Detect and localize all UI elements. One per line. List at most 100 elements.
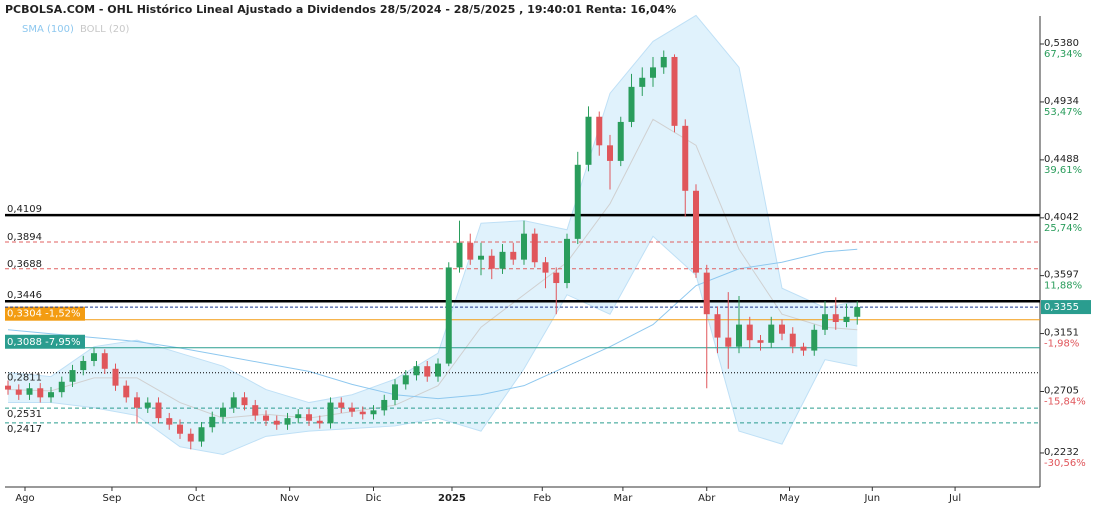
y-tick-change: -15,84% <box>1044 397 1086 408</box>
candle-body <box>574 164 581 239</box>
candle-body <box>166 418 173 425</box>
candle-body <box>338 402 345 408</box>
y-tick-change: -30,56% <box>1044 458 1086 469</box>
x-tick-label: Dic <box>366 493 382 504</box>
candle-body <box>284 418 291 425</box>
candle-body <box>553 272 560 284</box>
x-tick-label: Jun <box>863 493 880 504</box>
chart-title: PCBOLSA.COM - OHL Histórico Lineal Ajust… <box>5 3 676 16</box>
candle-body <box>510 251 517 260</box>
candle-body <box>37 388 44 398</box>
x-tick-label: Jul <box>948 493 961 504</box>
candle-body <box>252 405 259 416</box>
candle-body <box>241 397 248 406</box>
y-tick-label: 0,4042 <box>1044 212 1079 223</box>
y-tick-label: 0,2705 <box>1044 386 1079 397</box>
candle-body <box>843 316 850 323</box>
boll-upper <box>7 14 858 404</box>
candle-body <box>273 420 280 425</box>
x-tick-label: Abr <box>698 493 716 504</box>
y-tick-change: 25,74% <box>1044 223 1082 234</box>
candle-body <box>693 190 700 273</box>
level-box <box>5 334 85 349</box>
candle-body <box>144 402 151 408</box>
y-tick-change: 53,47% <box>1044 107 1082 118</box>
candle-body <box>69 370 76 382</box>
candle-body <box>811 329 818 351</box>
candle-body <box>650 67 657 78</box>
candle-body <box>714 314 721 338</box>
candle-body <box>671 56 678 126</box>
candle-body <box>478 255 485 260</box>
candle-body <box>101 353 108 369</box>
candle-body <box>779 324 786 334</box>
y-tick-label: 0,4488 <box>1044 154 1079 165</box>
candle-body <box>725 337 732 347</box>
candle-body <box>134 397 141 408</box>
candle-body <box>198 427 205 442</box>
candle-body <box>435 363 442 377</box>
candle-body <box>424 366 431 377</box>
candle-body <box>48 392 55 398</box>
level-label: 0,2417 <box>7 424 42 435</box>
candle-body <box>456 242 463 268</box>
y-tick-label: 0,3151 <box>1044 328 1079 339</box>
candle-body <box>112 368 119 386</box>
last-price-label: 0,3355 <box>1044 302 1079 313</box>
y-tick-label: 0,3597 <box>1044 270 1079 281</box>
candle-body <box>757 340 764 343</box>
candle-body <box>123 385 130 398</box>
candle-body <box>800 346 807 351</box>
x-tick-label: 2025 <box>438 493 466 504</box>
candle-body <box>80 360 87 371</box>
x-tick-label: May <box>779 493 800 504</box>
candle-body <box>5 385 12 390</box>
candle-body <box>789 333 796 347</box>
candle-body <box>306 414 313 421</box>
candle-body <box>413 366 420 376</box>
y-tick-label: 0,5380 <box>1044 38 1079 49</box>
y-tick-change: -1,98% <box>1044 339 1079 350</box>
level-label: 0,2811 <box>7 373 42 384</box>
candle-body <box>585 116 592 165</box>
candle-body <box>295 414 302 419</box>
y-tick-label: 0,4934 <box>1044 96 1079 107</box>
y-tick-change: 39,61% <box>1044 165 1082 176</box>
last-price-box <box>1041 300 1091 315</box>
level-label: 0,3894 <box>7 232 42 243</box>
candle-body <box>854 307 861 317</box>
level-label: 0,3688 <box>7 259 42 270</box>
candle-body <box>521 233 528 260</box>
level-box <box>5 306 85 321</box>
boll-area <box>8 15 858 455</box>
candle-body <box>564 238 571 284</box>
candle-body <box>349 407 356 412</box>
candle-body <box>327 402 334 424</box>
x-tick-label: Sep <box>103 493 122 504</box>
candle-body <box>660 56 667 68</box>
x-tick-label: Oct <box>187 493 204 504</box>
candle-body <box>177 424 184 434</box>
candle-body <box>746 324 753 341</box>
candle-body <box>639 77 646 87</box>
candle-body <box>488 255 495 269</box>
candle-body <box>467 242 474 260</box>
candle-body <box>736 324 743 347</box>
candle-body <box>617 121 624 161</box>
candle-body <box>822 314 829 330</box>
candle-body <box>402 375 409 385</box>
candle-body <box>628 86 635 122</box>
y-tick-change: 67,34% <box>1044 49 1082 60</box>
x-tick-label: Ago <box>15 493 34 504</box>
candle-body <box>703 272 710 315</box>
candle-body <box>26 388 33 395</box>
candle-body <box>607 145 614 161</box>
legend-boll: BOLL (20) <box>80 24 130 35</box>
sma-line <box>7 248 858 400</box>
candle-body <box>381 399 388 411</box>
candle-body <box>91 353 98 361</box>
candle-body <box>542 262 549 273</box>
y-tick-label: 0,2232 <box>1044 447 1079 458</box>
x-tick-label: Feb <box>533 493 551 504</box>
